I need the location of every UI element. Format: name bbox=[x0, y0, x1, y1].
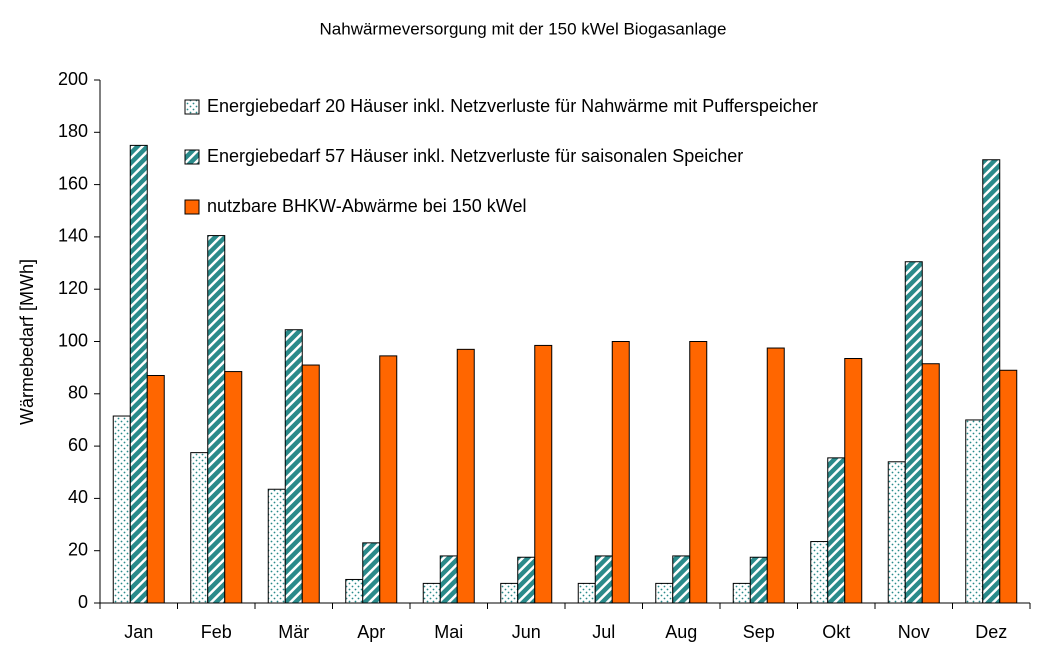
y-axis-label: Wärmebedarf [MWh] bbox=[17, 259, 37, 425]
bar bbox=[749, 556, 768, 604]
bar bbox=[732, 582, 751, 604]
y-tick-label: 20 bbox=[68, 539, 88, 559]
bar bbox=[810, 541, 829, 604]
y-tick-label: 180 bbox=[58, 121, 88, 141]
bar bbox=[965, 419, 984, 604]
y-tick-label: 0 bbox=[78, 592, 88, 612]
bar bbox=[844, 357, 863, 604]
bar bbox=[689, 341, 708, 604]
legend-swatch bbox=[184, 199, 200, 215]
bar bbox=[267, 488, 286, 604]
legend-label: Energiebedarf 20 Häuser inkl. Netzverlus… bbox=[207, 96, 818, 116]
x-tick-label: Sep bbox=[743, 622, 775, 642]
y-tick-label: 80 bbox=[68, 383, 88, 403]
bar bbox=[224, 371, 243, 604]
bar bbox=[766, 347, 785, 604]
chart-title: Nahwärmeversorgung mit der 150 kWel Biog… bbox=[320, 19, 727, 38]
bar bbox=[207, 235, 226, 604]
x-tick-label: Nov bbox=[898, 622, 930, 642]
y-tick-label: 160 bbox=[58, 173, 88, 193]
y-tick-label: 120 bbox=[58, 278, 88, 298]
bar bbox=[439, 555, 458, 604]
x-tick-label: Okt bbox=[822, 622, 850, 642]
y-tick-label: 140 bbox=[58, 226, 88, 246]
legend-label: Energiebedarf 57 Häuser inkl. Netzverlus… bbox=[207, 146, 743, 166]
bar bbox=[672, 555, 691, 604]
legend-label: nutzbare BHKW-Abwärme bei 150 kWel bbox=[207, 196, 526, 216]
bar bbox=[827, 457, 846, 604]
x-tick-label: Mai bbox=[434, 622, 463, 642]
bar bbox=[190, 452, 209, 604]
y-tick-label: 200 bbox=[58, 69, 88, 89]
bar bbox=[379, 355, 398, 604]
x-tick-label: Mär bbox=[278, 622, 309, 642]
y-tick-label: 40 bbox=[68, 487, 88, 507]
bar bbox=[362, 542, 381, 604]
x-tick-label: Dez bbox=[975, 622, 1007, 642]
legend-swatch bbox=[184, 99, 200, 115]
bar bbox=[345, 578, 364, 604]
x-tick-label: Jan bbox=[124, 622, 153, 642]
x-tick-label: Aug bbox=[665, 622, 697, 642]
bar bbox=[456, 348, 475, 604]
bar bbox=[982, 159, 1001, 604]
y-tick-label: 100 bbox=[58, 330, 88, 350]
x-tick-label: Jun bbox=[512, 622, 541, 642]
bar bbox=[146, 374, 165, 604]
bar bbox=[887, 461, 906, 604]
bar bbox=[112, 415, 131, 604]
x-tick-label: Apr bbox=[357, 622, 385, 642]
bar bbox=[577, 582, 596, 604]
y-tick-label: 60 bbox=[68, 435, 88, 455]
bar bbox=[904, 261, 923, 604]
bar bbox=[422, 582, 441, 604]
bar bbox=[921, 363, 940, 604]
x-tick-label: Jul bbox=[592, 622, 615, 642]
bar bbox=[611, 341, 630, 604]
x-tick-label: Feb bbox=[201, 622, 232, 642]
bar bbox=[129, 144, 148, 604]
bar bbox=[301, 364, 320, 604]
bar bbox=[594, 555, 613, 604]
bar bbox=[999, 369, 1018, 604]
legend-swatch bbox=[184, 149, 200, 165]
bar bbox=[517, 556, 536, 604]
bar bbox=[500, 582, 519, 604]
bar bbox=[655, 582, 674, 604]
bar bbox=[534, 344, 553, 604]
bar bbox=[284, 329, 303, 604]
